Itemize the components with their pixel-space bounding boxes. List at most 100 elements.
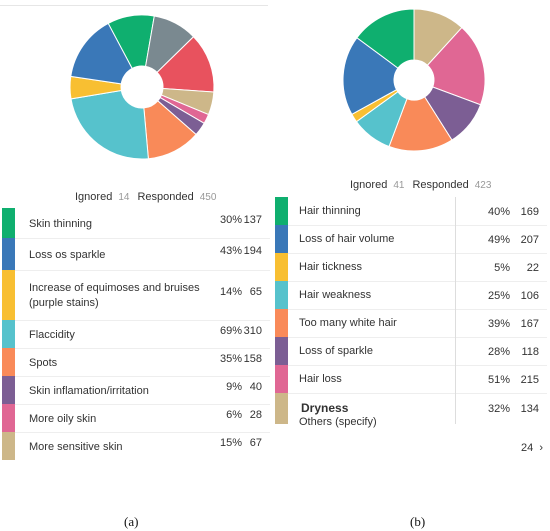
legend-swatch xyxy=(2,238,15,270)
legend-swatch xyxy=(275,365,288,393)
figure-caption-b: (b) xyxy=(410,514,426,529)
table-row[interactable]: More sensitive skin 15% 67 xyxy=(2,432,270,460)
answer-label: Spots xyxy=(29,357,58,369)
legend-swatch xyxy=(275,225,288,253)
table-row[interactable]: Hair weakness 25% 106 xyxy=(275,281,547,309)
answer-percent: 39% xyxy=(487,318,510,330)
slice-loss-of-hair-volume xyxy=(342,37,399,116)
answer-percent: 40% xyxy=(487,206,510,218)
row-divider xyxy=(15,238,270,239)
figure-caption-a: (a) xyxy=(124,514,139,529)
answer-label: Hair weakness xyxy=(299,289,372,301)
legend-swatch xyxy=(2,348,15,376)
table-row[interactable]: Skin thinning 30% 137 xyxy=(2,208,270,238)
row-divider xyxy=(15,348,270,349)
response-summary-b: Ignored 41 Responded 423 xyxy=(350,179,499,191)
answer-percent: 35% xyxy=(219,353,242,365)
answer-label: Increase of equimoses and bruises (purpl… xyxy=(29,282,200,309)
row-divider xyxy=(288,281,547,282)
answer-label: More sensitive skin xyxy=(29,441,123,453)
legend-swatch xyxy=(275,393,288,424)
chart-panel-a: Ignored 14 Responded 450 Skin thinning 30% 13… xyxy=(0,5,270,529)
slice-hair-loss xyxy=(426,26,486,106)
answer-label: Hair loss xyxy=(299,373,342,385)
table-row[interactable]: Hair tickness 5% 22 xyxy=(275,253,547,281)
responded-value: 450 xyxy=(199,192,217,203)
answer-percent: 6% xyxy=(226,409,242,421)
table-row[interactable]: Loss of hair volume 49% 207 xyxy=(275,225,547,253)
row-divider xyxy=(288,337,547,338)
table-row[interactable]: Loss os sparkle 43% 194 xyxy=(2,238,270,270)
ignored-value: 41 xyxy=(393,180,405,191)
answer-label: Others (specify) xyxy=(299,416,377,428)
chart-panel-b: Ignored 41 Responded 423 Hair thinning 40% 16… xyxy=(275,0,550,531)
table-row[interactable]: More oily skin 6% 28 xyxy=(2,404,270,432)
ignored-label: Ignored xyxy=(350,179,388,191)
pie-chart-a xyxy=(69,14,215,160)
ignored-value: 14 xyxy=(118,192,130,203)
table-row[interactable]: Flaccidity 69% 310 xyxy=(2,320,270,348)
response-summary-a: Ignored 14 Responded 450 xyxy=(75,191,224,203)
answer-label: Loss of sparkle xyxy=(299,345,373,357)
legend-swatch xyxy=(275,281,288,309)
answer-label: Loss os sparkle xyxy=(29,249,106,261)
answers-table-b: Hair thinning 40% 169 Loss of hair volume 49… xyxy=(275,197,547,437)
table-row[interactable]: Hair thinning 40% 169 xyxy=(275,197,547,225)
answer-count: 215 xyxy=(520,374,539,386)
answer-count: 194 xyxy=(243,245,262,257)
table-row[interactable]: Skin inflamation/irritation 9% 40 xyxy=(2,376,270,404)
row-divider xyxy=(15,404,270,405)
slice-loss-os-sparkle xyxy=(70,22,133,85)
answer-percent: 28% xyxy=(487,346,510,358)
table-row[interactable]: Loss of sparkle 28% 118 xyxy=(275,337,547,365)
legend-swatch xyxy=(275,309,288,337)
answer-percent: 5% xyxy=(494,262,510,274)
answer-count: 40 xyxy=(249,381,262,393)
chevron-right-icon[interactable]: › xyxy=(539,442,543,454)
top-divider xyxy=(0,5,268,6)
answer-count: 167 xyxy=(520,318,539,330)
answer-count: 22 xyxy=(526,262,539,274)
answer-count: 207 xyxy=(520,234,539,246)
ignored-label: Ignored xyxy=(75,191,113,203)
column-divider xyxy=(455,197,456,424)
legend-swatch xyxy=(275,197,288,225)
row-divider xyxy=(15,432,270,433)
table-row[interactable]: Hair loss 51% 215 xyxy=(275,365,547,393)
answer-percent: 30% xyxy=(219,214,242,226)
row-divider xyxy=(288,225,547,226)
legend-swatch xyxy=(2,208,15,238)
slice-too-many-white-hair xyxy=(388,96,453,152)
row-divider xyxy=(288,393,547,394)
answer-percent: 51% xyxy=(487,374,510,386)
table-row[interactable]: Too many white hair 39% 167 xyxy=(275,309,547,337)
answer-percent: 69% xyxy=(219,325,242,337)
slice-flaccidity xyxy=(70,89,149,160)
answer-percent: 32% xyxy=(487,403,510,415)
row-divider xyxy=(288,365,547,366)
responded-label: Responded xyxy=(412,179,469,191)
legend-swatch xyxy=(2,376,15,404)
answer-label: More oily skin xyxy=(29,413,97,425)
table-row[interactable]: Others (specify) 32% 134 xyxy=(275,393,547,428)
pagination[interactable]: 24 › xyxy=(521,442,543,454)
legend-swatch xyxy=(2,432,15,460)
answer-label: Flaccidity xyxy=(29,329,75,341)
answer-percent: 43% xyxy=(219,245,242,257)
answer-count: 310 xyxy=(243,325,262,337)
legend-swatch xyxy=(2,404,15,432)
answer-count: 118 xyxy=(521,346,539,358)
row-divider xyxy=(288,253,547,254)
legend-swatch xyxy=(275,253,288,281)
answer-percent: 15% xyxy=(219,437,242,449)
answer-count: 65 xyxy=(249,286,262,298)
answer-label: Hair thinning xyxy=(299,205,361,217)
row-divider xyxy=(288,309,547,310)
table-row[interactable]: Spots 35% 158 xyxy=(2,348,270,376)
row-divider xyxy=(15,320,270,321)
row-divider xyxy=(15,270,270,271)
answer-count: 134 xyxy=(520,403,539,415)
row-divider xyxy=(15,376,270,377)
table-row[interactable]: Increase of equimoses and bruises (purpl… xyxy=(2,270,270,320)
answer-count: 28 xyxy=(249,409,262,421)
